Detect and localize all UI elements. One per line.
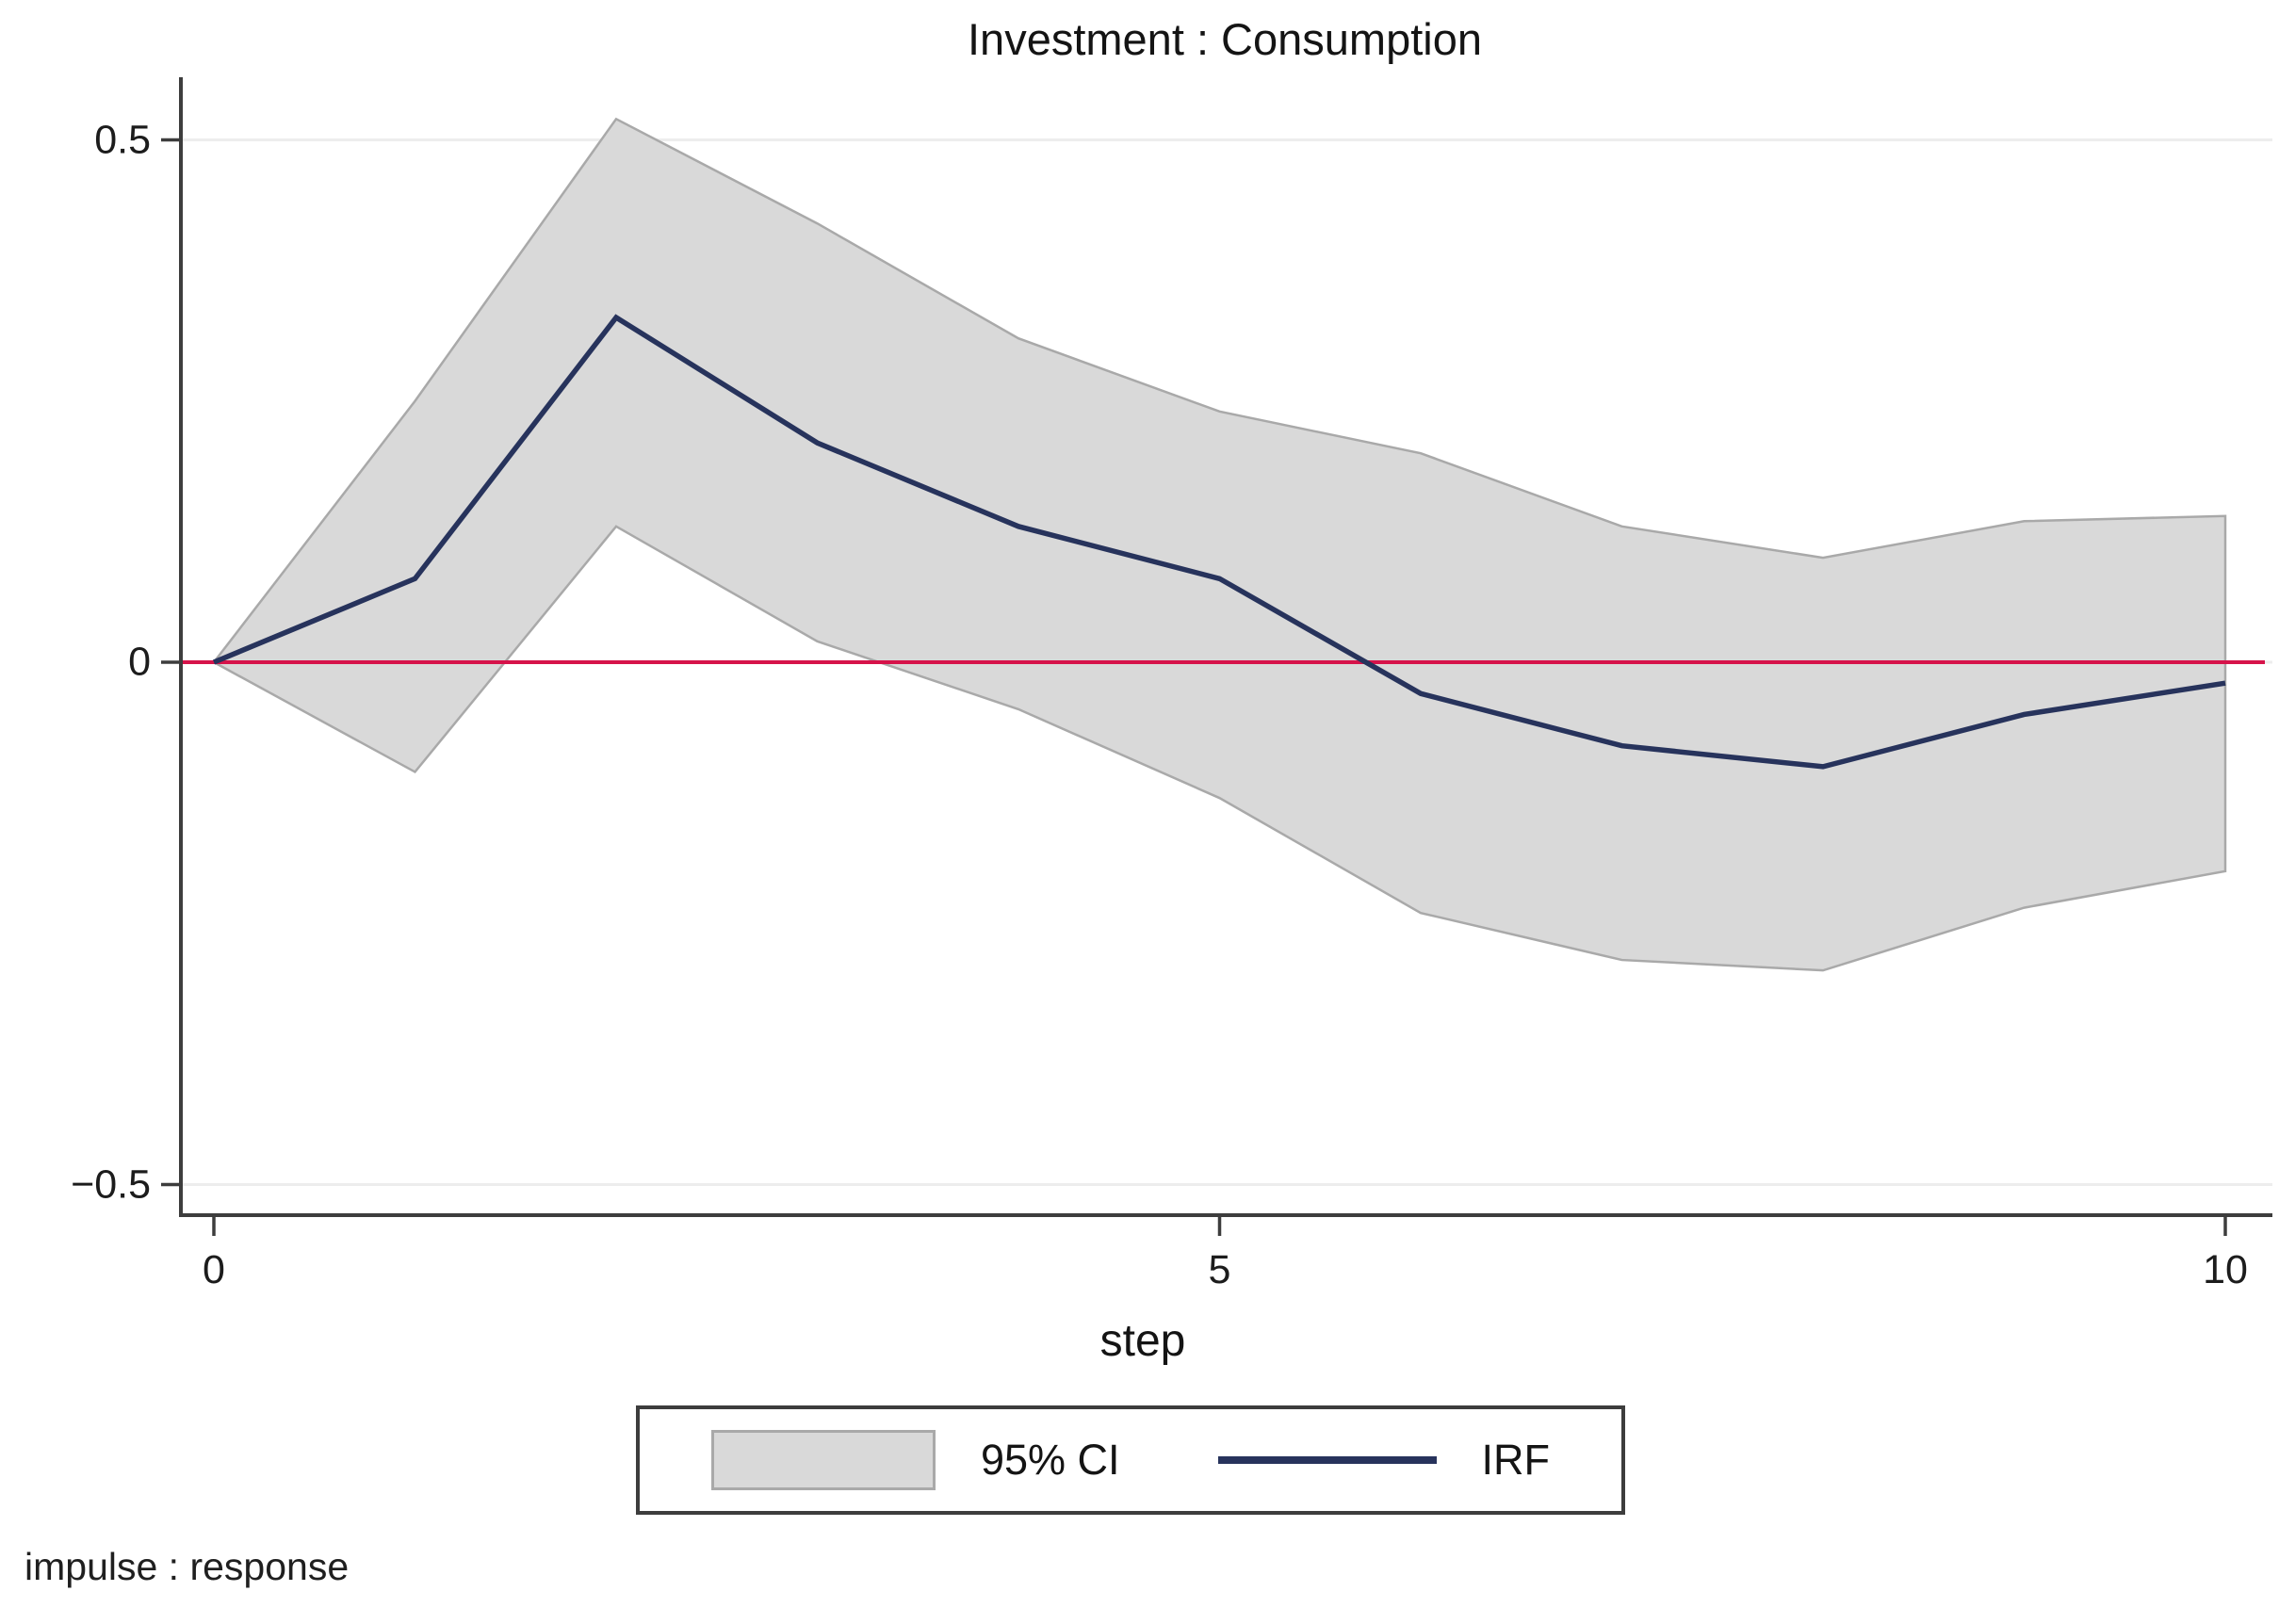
ci-swatch — [710, 1430, 936, 1490]
legend: 95% CI IRF — [636, 1405, 1625, 1515]
y-tick-label: 0 — [128, 639, 151, 685]
x-axis-title: step — [1099, 1316, 1186, 1366]
x-tick-label: 0 — [203, 1247, 225, 1292]
irf-line-sample — [1217, 1456, 1437, 1464]
legend-ci-label: 95% CI — [980, 1436, 1120, 1484]
impulse-response-note: impulse : response — [24, 1545, 350, 1588]
y-tick-label: 0.5 — [94, 117, 151, 162]
legend-irf-label: IRF — [1481, 1436, 1551, 1484]
ci-band — [212, 117, 2227, 972]
tick-marks — [161, 138, 2227, 1236]
irf-line — [212, 314, 2226, 770]
x-tick-label: 5 — [1208, 1247, 1231, 1292]
chart-title: Investment : Consumption — [968, 14, 1482, 64]
x-tick-label: 10 — [2203, 1247, 2248, 1292]
y-tick-label: −0.5 — [71, 1161, 151, 1207]
